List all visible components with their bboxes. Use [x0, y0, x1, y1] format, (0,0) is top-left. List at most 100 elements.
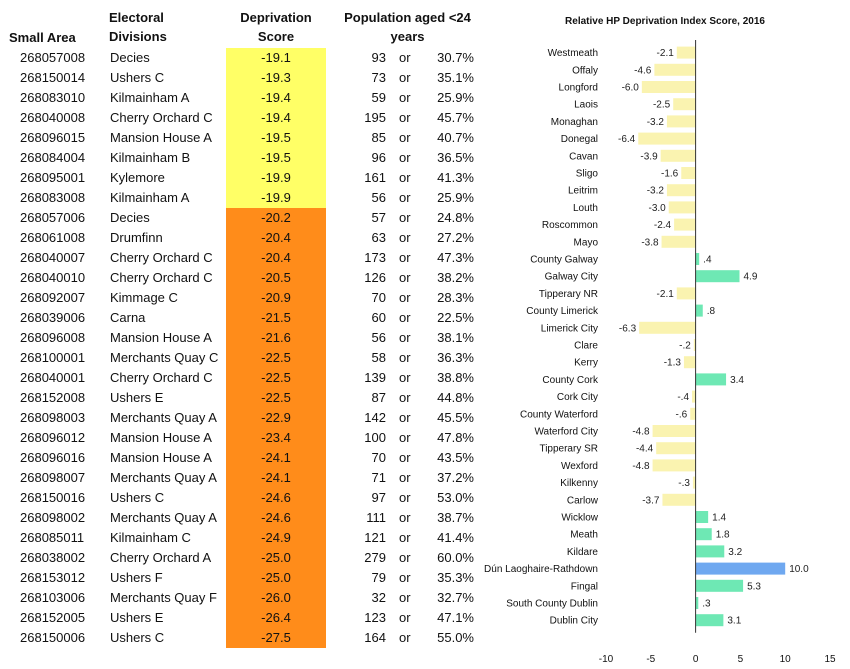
or-text: or	[399, 470, 411, 485]
population-percent: 24.8%	[437, 210, 474, 225]
score-highlight-column	[226, 48, 326, 648]
bar	[639, 321, 696, 334]
bar	[690, 407, 696, 420]
table-row: 268153012 Ushers F -25.0 79 or 35.3%	[0, 568, 480, 588]
electoral-division: Ushers E	[110, 390, 164, 405]
table-row: 268040001 Cherry Orchard C -22.5 139 or 38.8%	[0, 368, 480, 388]
table-row: 268039006 Carna -21.5 60 or 22.5%	[0, 308, 480, 328]
population-count: 195	[364, 110, 386, 125]
population-percent: 38.2%	[437, 270, 474, 285]
population-count: 85	[371, 130, 386, 145]
table-body: 268057008 Decies -19.1 93 or 30.7% 268150014 Us…	[0, 48, 480, 648]
bar	[695, 528, 712, 541]
population-percent: 55.0%	[437, 630, 474, 645]
or-text: or	[399, 50, 411, 65]
value-label: 1.4	[712, 513, 726, 524]
value-label: 3.4	[730, 375, 744, 386]
bar	[695, 614, 724, 627]
or-text: or	[399, 530, 411, 545]
population-percent: 38.8%	[437, 370, 474, 385]
bar	[676, 46, 696, 59]
or-text: or	[399, 230, 411, 245]
value-label: -.6	[676, 409, 688, 420]
category-label: Galway City	[545, 272, 598, 283]
value-label: -4.4	[636, 444, 654, 455]
electoral-division: Merchants Quay A	[110, 470, 217, 485]
score-cell-bg	[226, 368, 326, 388]
value-label: -6.3	[619, 323, 637, 334]
bar	[695, 270, 740, 283]
electoral-division: Cherry Orchard C	[110, 270, 213, 285]
deprivation-score: -24.1	[261, 470, 291, 485]
header-ed-line1: Electoral	[109, 10, 164, 25]
score-cell-bg	[226, 248, 326, 268]
population-count: 79	[371, 570, 386, 585]
value-label: .3	[702, 599, 711, 610]
small-area-code: 268061008	[20, 230, 86, 245]
value-label: -2.1	[657, 289, 675, 300]
small-area-code: 268096015	[20, 130, 86, 145]
category-label: Mayo	[574, 237, 599, 248]
deprivation-score: -23.4	[261, 430, 291, 445]
deprivation-score: -25.0	[261, 570, 291, 585]
electoral-division: Mansion House A	[110, 330, 212, 345]
bar	[660, 149, 696, 162]
population-percent: 44.8%	[437, 390, 474, 405]
value-label: 5.3	[747, 581, 761, 592]
small-area-code: 268096008	[20, 330, 86, 345]
population-percent: 41.3%	[437, 170, 474, 185]
score-cell-bg	[226, 328, 326, 348]
category-label: Roscommon	[542, 220, 598, 231]
score-cell-bg	[226, 268, 326, 288]
bar	[695, 597, 699, 609]
or-text: or	[399, 310, 411, 325]
category-label: Tipperary NR	[539, 289, 598, 300]
value-label: -3.7	[642, 495, 660, 506]
header-ed-line2: Divisions	[109, 29, 167, 44]
deprivation-score: -20.4	[261, 230, 291, 245]
value-label: -2.4	[654, 220, 672, 231]
small-area-code: 268084004	[20, 150, 86, 165]
deprivation-score: -21.5	[261, 310, 291, 325]
small-area-code: 268083008	[20, 190, 86, 205]
population-count: 87	[371, 390, 386, 405]
deprivation-score: -20.9	[261, 290, 291, 305]
or-text: or	[399, 190, 411, 205]
electoral-division: Drumfinn	[110, 230, 163, 245]
table-row: 268150016 Ushers C -24.6 97 or 53.0%	[0, 488, 480, 508]
or-text: or	[399, 110, 411, 125]
small-area-code: 268098002	[20, 510, 86, 525]
score-cell-bg	[226, 288, 326, 308]
score-cell-bg	[226, 108, 326, 128]
small-area-code: 268098007	[20, 470, 86, 485]
table-row: 268040010 Cherry Orchard C -20.5 126 or 38.2%	[0, 268, 480, 288]
bar	[668, 201, 696, 214]
electoral-division: Cherry Orchard C	[110, 370, 213, 385]
table-row: 268092007 Kimmage C -20.9 70 or 28.3%	[0, 288, 480, 308]
population-count: 93	[371, 50, 386, 65]
population-percent: 47.1%	[437, 610, 474, 625]
population-count: 57	[371, 210, 386, 225]
score-cell-bg	[226, 388, 326, 408]
small-area-code: 268092007	[20, 290, 86, 305]
category-label: Louth	[573, 203, 598, 214]
deprivation-score: -19.5	[261, 130, 291, 145]
deprivation-score: -25.0	[261, 550, 291, 565]
category-label: Offaly	[572, 65, 598, 76]
deprivation-score: -24.6	[261, 510, 291, 525]
electoral-division: Kilmainham B	[110, 150, 191, 165]
bar	[695, 579, 744, 592]
electoral-division: Mansion House A	[110, 130, 212, 145]
table-row: 268150014 Ushers C -19.3 73 or 35.1%	[0, 68, 480, 88]
small-area-code: 268150006	[20, 630, 86, 645]
electoral-division: Kilmainham C	[110, 530, 191, 545]
population-percent: 45.5%	[437, 410, 474, 425]
population-count: 126	[364, 270, 386, 285]
population-percent: 25.9%	[437, 190, 474, 205]
bar	[652, 425, 696, 437]
score-cell-bg	[226, 348, 326, 368]
population-percent: 36.5%	[437, 150, 474, 165]
bar	[676, 287, 696, 300]
score-cell-bg	[226, 128, 326, 148]
electoral-division: Cherry Orchard C	[110, 250, 213, 265]
